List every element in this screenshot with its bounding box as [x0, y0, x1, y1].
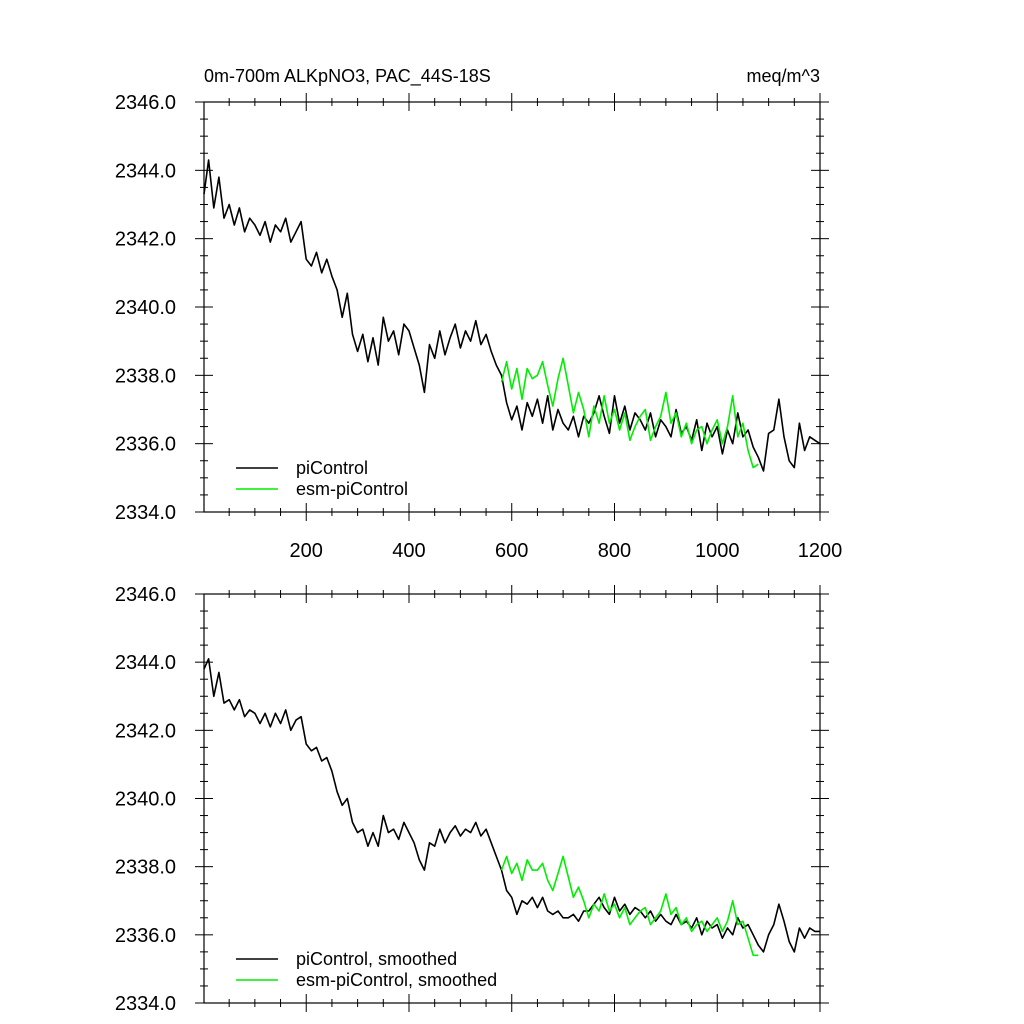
- legend-label: esm-piControl, smoothed: [296, 970, 497, 990]
- y-ticks: [195, 593, 829, 1004]
- plot-frame: [203, 593, 821, 1004]
- units-label: meq/m^3: [747, 66, 820, 86]
- y-tick-label: 2346.0: [115, 92, 176, 114]
- y-tick-label: 2342.0: [115, 720, 176, 742]
- y-tick-label: 2338.0: [115, 857, 176, 879]
- legend-label: piControl: [296, 458, 368, 478]
- series-line-picontrol: [203, 159, 821, 472]
- y-ticks: [195, 101, 829, 513]
- y-tick-label: 2346.0: [115, 584, 176, 606]
- series-line-esm-picontrol: [500, 357, 759, 469]
- y-tick-label: 2334.0: [115, 993, 176, 1015]
- chart-title: 0m-700m ALKpNO3, PAC_44S-18S: [204, 66, 491, 87]
- legend-label: esm-piControl: [296, 479, 408, 499]
- y-tick-label: 2344.0: [115, 652, 176, 674]
- bottom-panel: 2334.0 2336.0 2338.0 2340.0 2342.0 2344.0 2346…: [115, 584, 829, 1015]
- x-tick-label: 200: [290, 540, 323, 562]
- y-tick-label: 2340.0: [115, 789, 176, 811]
- x-tick-label: 1200: [798, 540, 843, 562]
- top-panel: 2334.0 2336.0 2338.0 2340.0 2342.0 2344.0 2346…: [115, 92, 842, 562]
- y-tick-label: 2342.0: [115, 229, 176, 251]
- y-tick-label: 2336.0: [115, 434, 176, 456]
- plot-frame: [203, 101, 821, 513]
- y-tick-label: 2334.0: [115, 502, 176, 524]
- y-tick-label: 2340.0: [115, 297, 176, 319]
- x-tick-label: 800: [598, 540, 631, 562]
- y-tick-label: 2338.0: [115, 365, 176, 387]
- series-line-picontrol-smoothed: [203, 657, 820, 953]
- x-tick-label: 400: [392, 540, 425, 562]
- y-tick-label: 2344.0: [115, 160, 176, 182]
- x-ticks: [228, 585, 821, 1012]
- series-line-esm-picontrol-smoothed: [500, 855, 759, 957]
- x-ticks: [228, 93, 821, 521]
- y-tick-label: 2336.0: [115, 925, 176, 947]
- legend-label: piControl, smoothed: [296, 949, 457, 969]
- x-tick-label: 600: [495, 540, 528, 562]
- x-tick-label: 1000: [695, 540, 740, 562]
